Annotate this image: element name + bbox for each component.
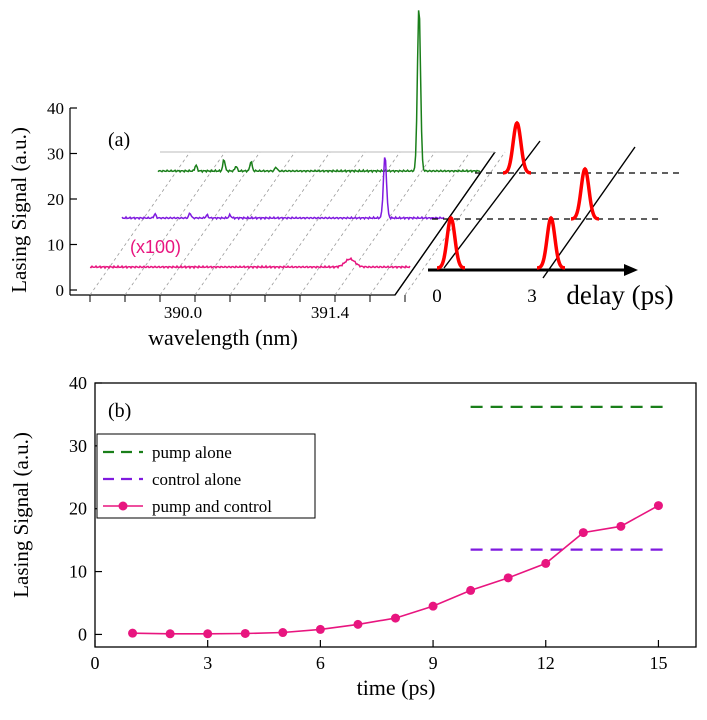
panel-b-ticks: 0 3 6 9 12 15 0 10 20 30 40 bbox=[69, 373, 667, 673]
panel-a-grid-line bbox=[194, 151, 296, 296]
delay-label: delay (ps) bbox=[566, 280, 673, 310]
legend-pump-control-label: pump and control bbox=[152, 497, 272, 516]
pulses bbox=[437, 120, 599, 270]
panel-b-ylabel: Lasing Signal (a.u.) bbox=[9, 432, 33, 598]
panel-a-ytick-label: 0 bbox=[56, 281, 65, 300]
panel-a-ytick-label: 20 bbox=[47, 190, 64, 209]
panel-b-xtick-label: 6 bbox=[316, 653, 325, 673]
series-pump-and-control-point bbox=[391, 613, 400, 623]
panel-a-grid-line bbox=[124, 151, 226, 296]
panel-b-xlabel: time (ps) bbox=[357, 675, 436, 700]
panel-a-grid-line bbox=[229, 151, 331, 296]
panel-a-trace-line bbox=[121, 157, 445, 221]
delay-tick-3: 3 bbox=[527, 286, 537, 307]
panel-b-ytick-label: 10 bbox=[69, 562, 87, 582]
panel-b-ytick-label: 30 bbox=[69, 436, 87, 456]
panel-a-trace-line bbox=[157, 10, 481, 174]
panel-a-depth-edge bbox=[394, 151, 496, 296]
series-pump-and-control-point bbox=[315, 624, 325, 634]
panel-a-xlabel: wavelength (nm) bbox=[148, 325, 298, 350]
series-pump-and-control-point bbox=[578, 528, 588, 538]
legend-box bbox=[96, 433, 316, 519]
legend-control-alone-label: control alone bbox=[152, 470, 241, 489]
pulse bbox=[503, 120, 531, 175]
series-pump-and-control-point bbox=[203, 629, 213, 639]
panel-b-xtick-label: 9 bbox=[429, 653, 438, 673]
series-pump-and-control-point bbox=[466, 585, 476, 595]
panel-b-xtick-label: 12 bbox=[537, 653, 555, 673]
delay-tick-0: 0 bbox=[432, 286, 442, 307]
panel-a-xtick-label: 390.0 bbox=[164, 303, 202, 322]
series-pump-and-control-point bbox=[503, 573, 513, 583]
panel-b-ytick-label: 0 bbox=[78, 624, 87, 644]
series-pump-and-control-point bbox=[653, 501, 663, 511]
series-pump-and-control-point bbox=[165, 629, 175, 639]
series-pump-and-control-point bbox=[428, 601, 438, 611]
panel-a-ylabel: Lasing Signal (a.u.) bbox=[7, 127, 31, 293]
pulse bbox=[571, 166, 599, 221]
panel-b: Lasing Signal (a.u.) 0 3 6 9 12 15 0 10 20 30 40 (… bbox=[9, 373, 697, 700]
panel-a-grid-line bbox=[369, 151, 471, 296]
legend-pump-alone-label: pump alone bbox=[152, 443, 232, 462]
series-pump-and-control-point bbox=[541, 558, 551, 568]
panel-a-label: (a) bbox=[108, 129, 130, 151]
series-pump-and-control-point bbox=[240, 628, 250, 638]
panel-a-grid-line bbox=[334, 151, 436, 296]
panel-a-ytick-label: 40 bbox=[47, 99, 64, 118]
panel-b-xtick-label: 15 bbox=[649, 653, 667, 673]
panel-a-xtick-label: 391.4 bbox=[311, 303, 350, 322]
series-pump-and-control-point bbox=[616, 521, 626, 531]
panel-a-annotation: (x100) bbox=[130, 237, 181, 257]
series-pump-and-control-point bbox=[278, 628, 288, 638]
panel-b-ytick-label: 40 bbox=[69, 373, 87, 393]
series-pump-and-control-point bbox=[128, 628, 138, 638]
panel-b-plot-frame bbox=[94, 382, 697, 648]
panel-a-ytick-label: 10 bbox=[47, 236, 64, 255]
series-pump-and-control-point bbox=[353, 619, 363, 629]
panel-b-label: (b) bbox=[108, 400, 131, 422]
panel-a-grid-line bbox=[159, 151, 261, 296]
panel-b-xtick-label: 3 bbox=[203, 653, 212, 673]
panel-b-series bbox=[128, 405, 666, 639]
panel-a-floor-edge bbox=[70, 151, 496, 296]
panel-a-ytick-label: 30 bbox=[47, 145, 64, 164]
panel-a-traces bbox=[89, 10, 481, 270]
panel-a-yticks: 40 30 20 10 0 bbox=[47, 99, 77, 300]
panel-a-trace-line bbox=[89, 256, 411, 270]
pulse bbox=[537, 215, 565, 270]
pulse bbox=[437, 215, 465, 270]
panel-a-inset: 0 3 delay (ps) bbox=[428, 120, 680, 310]
panel-b-ytick-label: 20 bbox=[69, 499, 87, 519]
panel-b-xtick-label: 0 bbox=[91, 653, 100, 673]
panel-a-grid-line bbox=[89, 151, 191, 296]
panel-a-3d-box bbox=[70, 151, 496, 296]
legend-pump-control-marker bbox=[118, 501, 128, 511]
panel-b-legend: pump alone control alone pump and contro… bbox=[96, 433, 316, 519]
delay-axis-arrowhead bbox=[624, 264, 638, 276]
panel-a-grid-line bbox=[404, 151, 506, 296]
panel-a-grid-line bbox=[264, 151, 366, 296]
